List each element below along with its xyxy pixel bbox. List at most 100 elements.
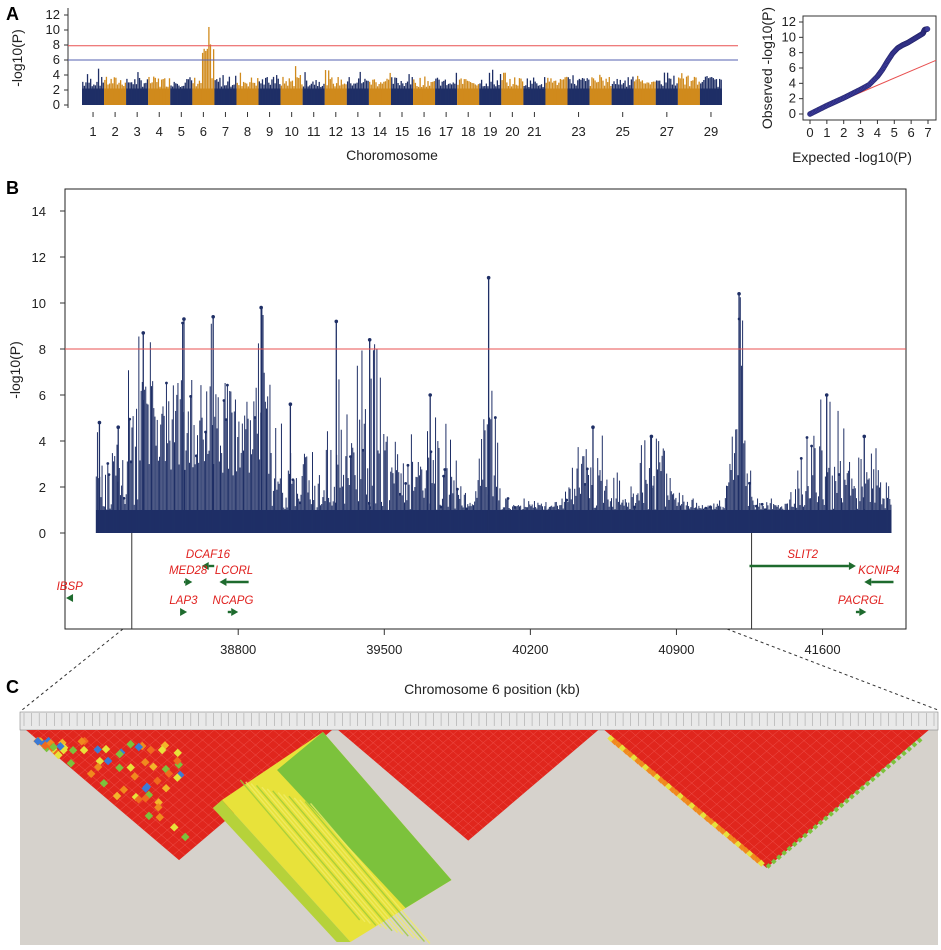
chromosome-7-points — [214, 75, 237, 105]
ld-grid-line — [453, 729, 569, 828]
ld-grid-line — [342, 729, 349, 735]
ld-grid-line — [741, 729, 880, 847]
gene-slit2: SLIT2 — [749, 549, 856, 570]
ld-grid-line — [753, 729, 904, 858]
ld-grid-line — [373, 729, 409, 760]
qq-y-tick-label: 0 — [789, 106, 796, 121]
qq-x-tick-label: 6 — [908, 125, 915, 140]
regional-peak-point — [259, 305, 263, 310]
ld-grid-line — [388, 729, 439, 773]
gene-arrow-head — [231, 608, 239, 616]
ld-cell — [849, 793, 855, 800]
regional-peak-point — [824, 393, 829, 397]
qq-y-tick-label: 2 — [789, 91, 796, 106]
ld-grid-line — [588, 729, 594, 735]
ld-grid-line — [616, 729, 630, 741]
manhattan-x-tick-label: 12 — [329, 124, 343, 139]
ld-grid-line — [622, 729, 642, 747]
regional-y-tick-label: 0 — [39, 526, 46, 541]
ld-grid-line — [666, 729, 730, 784]
gene-arrow-head — [185, 578, 193, 586]
gene-pacrgl: PACRGL — [838, 595, 884, 616]
snp-ticks — [23, 713, 935, 726]
regional-point — [456, 487, 459, 491]
ld-grid-line — [741, 729, 836, 810]
regional-point — [106, 462, 110, 465]
regional-y-tick-label: 10 — [32, 296, 46, 311]
ld-grid-line — [735, 729, 867, 842]
ld-cell — [823, 815, 829, 822]
qq-x-tick-label: 4 — [874, 125, 881, 140]
ld-block-3-edge — [607, 734, 923, 869]
gene-label: IBSP — [57, 581, 84, 593]
regional-peak-point — [182, 317, 186, 321]
regional-y-tick-label: 8 — [39, 342, 46, 357]
manhattan-x-tick-label: 29 — [704, 124, 718, 139]
zoom-guide-right — [726, 628, 939, 711]
regional-peak-point — [591, 425, 595, 430]
ld-grid-line — [131, 729, 233, 816]
gene-label: PACRGL — [838, 595, 884, 607]
regional-peak-point — [97, 420, 102, 425]
gene-lap3: LAP3 — [169, 595, 198, 616]
chromosome-21-points — [523, 77, 546, 105]
regional-point — [122, 496, 126, 500]
ld-grid-line — [568, 729, 584, 743]
regional-y-tick-label: 12 — [32, 250, 46, 265]
ld-grid-line — [766, 729, 848, 800]
ld-stripe — [239, 779, 361, 921]
qq-y-label: Observed -log10(P) — [759, 7, 775, 129]
ld-cell — [833, 806, 840, 813]
manhattan-x-tick-label: 18 — [461, 124, 475, 139]
regional-peak-point — [486, 275, 491, 280]
ld-grid-line — [368, 729, 399, 756]
ld-cell — [765, 863, 772, 869]
regional-point — [128, 417, 132, 421]
ld-grid-line — [84, 729, 144, 781]
gene-arrow-head — [219, 578, 227, 586]
manhattan-y-tick-label: 0 — [53, 97, 60, 112]
regional-point — [799, 456, 803, 460]
manhattan-x-tick-label: 23 — [571, 124, 585, 139]
regional-point — [493, 416, 497, 419]
ld-cell — [838, 802, 845, 809]
ld-grid-line — [610, 729, 617, 736]
manhattan-x-tick-label: 1 — [89, 124, 96, 139]
manhattan-y-tick-label: 6 — [53, 52, 60, 67]
chromosome-18-points — [457, 78, 480, 105]
gene-label: MED28 — [169, 565, 208, 577]
ld-grid-line — [353, 729, 369, 743]
manhattan-x-tick-label: 21 — [527, 124, 541, 139]
ld-green-zone — [277, 732, 452, 908]
ld-cell — [786, 845, 793, 852]
ld-grid-line — [131, 729, 239, 821]
zoom-guide-left — [21, 628, 124, 711]
ld-grid-line — [428, 729, 514, 803]
ld-grid-line — [660, 729, 717, 778]
regional-peak-point — [737, 292, 741, 296]
manhattan-y-label: -log10(P) — [9, 29, 25, 87]
manhattan-points — [82, 26, 722, 105]
ld-stripe — [272, 790, 393, 932]
ld-grid-line — [635, 729, 667, 757]
ld-block-triangle — [604, 730, 929, 868]
regional-x-tick-label: 41600 — [804, 642, 840, 657]
regional-peak-point — [428, 393, 432, 397]
manhattan-y-tick-label: 10 — [46, 22, 60, 37]
ld-grid-line — [679, 729, 755, 794]
ld-cell — [812, 824, 819, 830]
chromosome-28-points — [677, 73, 700, 105]
qq-y-tick-label: 10 — [782, 29, 796, 44]
ld-grid-line — [155, 729, 244, 806]
ld-cell — [869, 776, 876, 783]
ld-grid-line — [468, 729, 534, 786]
manhattan-x-tick-label: 5 — [178, 124, 185, 139]
regional-peak-point — [862, 434, 867, 439]
ld-cell — [791, 841, 798, 848]
ld-grid-line — [398, 729, 459, 782]
ld-cell — [843, 798, 850, 804]
regional-y-tick-label: 14 — [32, 204, 46, 219]
ld-stripe — [299, 799, 420, 941]
chromosome-17-points — [435, 72, 458, 105]
